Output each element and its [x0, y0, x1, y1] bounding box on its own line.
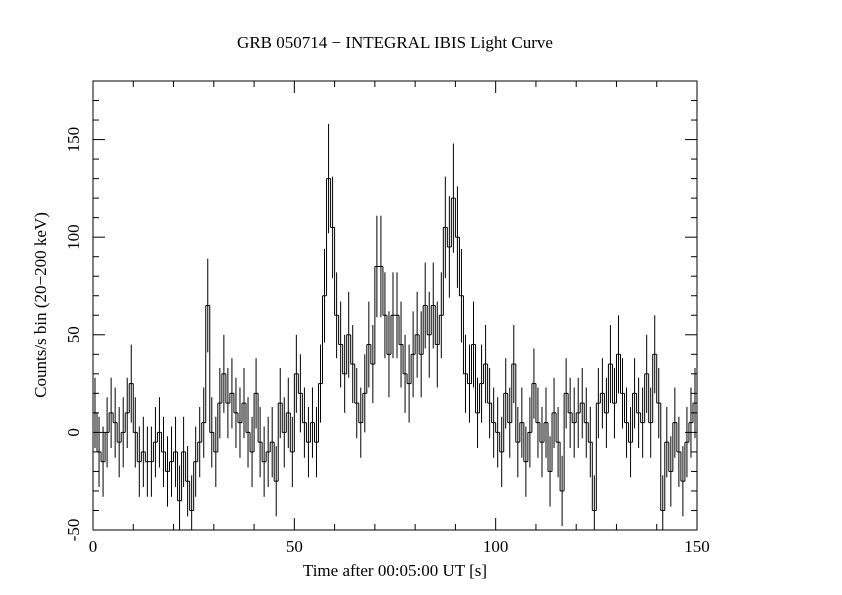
y-tick-label: 150: [64, 127, 83, 153]
x-axis-label: Time after 00:05:00 UT [s]: [303, 561, 487, 580]
y-tick-label: 0: [64, 428, 83, 437]
y-tick-label: 50: [64, 326, 83, 343]
y-axis-label: Counts/s bin (20−200 keV): [31, 212, 50, 398]
y-tick-label: -50: [64, 519, 83, 542]
x-tick-label: 100: [483, 537, 509, 556]
x-tick-label: 50: [286, 537, 303, 556]
x-tick-label: 150: [684, 537, 710, 556]
y-tick-label: 100: [64, 224, 83, 250]
chart-title: GRB 050714 − INTEGRAL IBIS Light Curve: [237, 33, 553, 52]
plot-frame: [92, 80, 698, 531]
x-tick-label: 0: [89, 537, 98, 556]
